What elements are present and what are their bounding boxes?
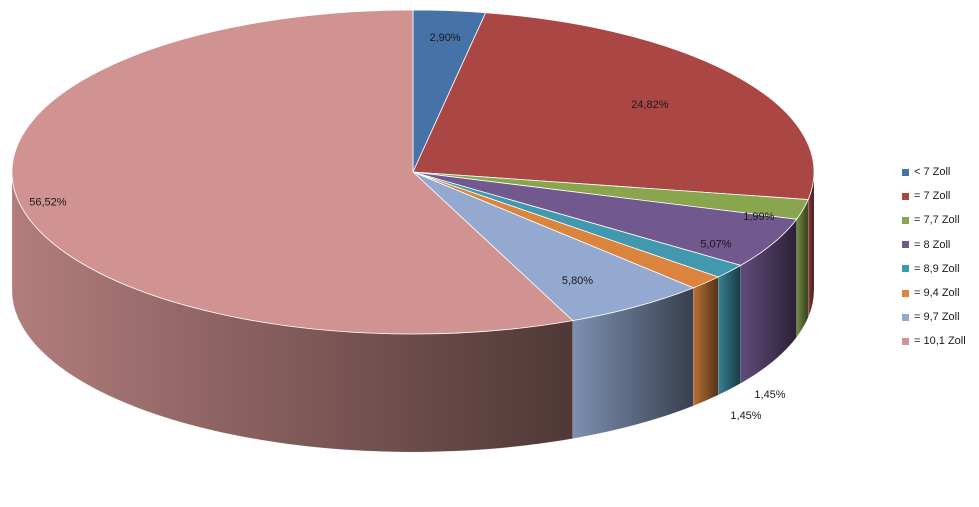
legend-label: = 9,7 Zoll [914,311,960,324]
data-label-1: 2,90% [430,32,461,44]
legend-label: = 9,4 Zoll [914,287,960,300]
legend-item: = 9,7 Zoll [902,305,979,329]
data-label-3: 1,99% [743,211,774,223]
data-label-2: 24,82% [631,99,669,111]
legend-label: = 8,9 Zoll [914,262,960,275]
legend-swatch [902,337,909,345]
pie-side-3 [796,199,809,339]
pie-slice-7 [412,171,695,322]
legend-swatch [902,241,909,249]
pie-slices [11,9,815,335]
data-label-8: 56,52% [29,197,67,209]
pie-data-labels: 2,90% 24,82% 1,99% 5,07% 1,45% 1,45% 5,80% 56,5… [29,32,786,422]
legend-item: = 9,4 Zoll [902,281,979,305]
legend-swatch [902,216,909,224]
legend-swatch [902,192,909,200]
pie-slice-8 [11,9,574,335]
legend-label: = 8 Zoll [914,238,951,251]
pie-slice-2 [412,12,815,200]
legend-item: = 10,1 Zoll [902,329,979,353]
legend-swatch [902,168,909,176]
legend-item: = 8 Zoll [902,233,979,257]
pie-side-5 [717,264,741,396]
pie-side-6 [693,276,719,407]
legend-item: = 7,7 Zoll [902,208,979,232]
data-label-7: 5,80% [562,275,593,287]
data-label-4: 5,07% [700,239,731,251]
legend-item: = 8,9 Zoll [902,257,979,281]
legend-item: < 7 Zoll [902,160,979,184]
legend-item: = 7 Zoll [902,184,979,208]
legend: < 7 Zoll = 7 Zoll = 7,7 Zoll = 8 Zoll = 8,9 … [902,160,979,354]
legend-swatch [902,313,909,321]
legend-label: = 7 Zoll [914,190,951,203]
data-label-5: 1,45% [754,389,785,401]
data-label-6: 1,45% [730,410,761,422]
legend-label: = 7,7 Zoll [914,214,960,227]
legend-label: = 10,1 Zoll [914,335,966,348]
legend-swatch [902,265,909,273]
legend-label: < 7 Zoll [914,166,951,179]
legend-swatch [902,289,909,297]
